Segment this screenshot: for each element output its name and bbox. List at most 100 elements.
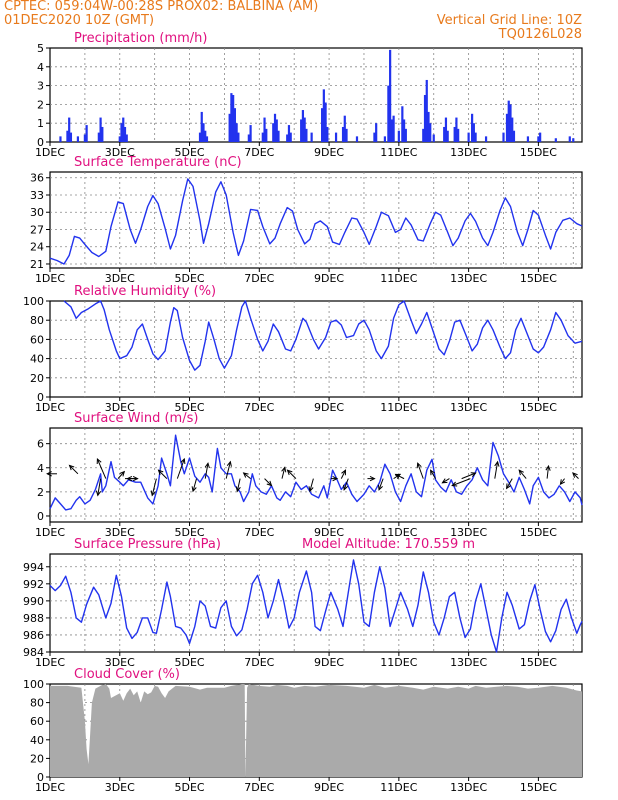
panel-0-bar — [321, 108, 324, 142]
panel-1-line — [49, 178, 583, 265]
panel-2-ytick-label: 60 — [30, 333, 44, 346]
panel-2-ytick-label: 20 — [30, 372, 44, 385]
wind-vector — [340, 469, 346, 479]
panel-1-xtick-label: 11DEC — [380, 272, 417, 285]
panel-0-bar — [83, 134, 86, 142]
wind-vector — [451, 478, 471, 487]
wind-vector-head — [204, 462, 210, 469]
wind-vector — [572, 472, 579, 479]
panel-0-bar — [265, 128, 268, 142]
wind-vector-head — [281, 466, 287, 473]
wind-vector-head — [451, 481, 458, 487]
panel-1-ytick-label: 27 — [30, 223, 44, 236]
panel-3-xtick-label: 7DEC — [244, 526, 274, 539]
wind-vector — [518, 469, 527, 479]
panel-0-bar — [310, 132, 313, 142]
panel-0-bar — [118, 136, 121, 142]
panel-0-bar — [305, 128, 308, 142]
panel-0-title: Precipitation (mm/h) — [74, 31, 207, 46]
panel-2-xtick-label: 7DEC — [244, 401, 274, 414]
wind-vector-head — [378, 484, 383, 491]
panel-0-bar — [375, 123, 378, 142]
header: CPTEC: 059:04W-00:28S PROX02: BALBINA (A… — [0, 0, 618, 48]
panel-0-bar — [99, 117, 102, 142]
panel-3-frame — [49, 427, 583, 523]
panel-0-bar — [397, 130, 400, 142]
wind-vector-head — [545, 464, 551, 471]
wind-vector — [97, 478, 102, 496]
panel-0-bar — [230, 93, 233, 142]
wind-vector — [281, 467, 286, 479]
panel-0-bar — [322, 89, 325, 142]
panel-0-bar — [228, 113, 231, 142]
wind-vector-head — [341, 469, 347, 476]
panel-0-bar — [247, 134, 250, 142]
panel-5-ytick-label: 20 — [30, 752, 44, 765]
wind-vector-head — [308, 486, 314, 493]
panel-0-bar — [474, 132, 477, 142]
wind-vector-head — [416, 462, 422, 469]
panel-0-bar — [443, 126, 446, 142]
panel-0-bar — [554, 138, 557, 142]
panel-0-frame — [49, 47, 583, 143]
panel-4-xtick-label: 13DEC — [450, 656, 487, 669]
panel-2-xtick-label: 9DEC — [314, 401, 344, 414]
panel-0-bar — [457, 128, 460, 142]
panel-4-xtick-label: 5DEC — [174, 656, 204, 669]
panel-0-bar — [455, 117, 458, 142]
panel-3-ytick-label: 6 — [37, 438, 44, 451]
wind-vector — [243, 472, 251, 480]
panel-1-xtick-label: 13DEC — [450, 272, 487, 285]
panel-4-xtick-label: 9DEC — [314, 656, 344, 669]
panel-0-bar — [300, 119, 303, 142]
wind-vector — [117, 471, 125, 479]
panel-5-ytick-label: 40 — [30, 734, 44, 747]
panel-0-bar — [232, 95, 235, 142]
panel-4-ytick-label: 992 — [23, 578, 44, 591]
wind-vector-head — [96, 457, 102, 465]
panel-4-ytick-label: 986 — [23, 629, 44, 642]
panel-0-bar — [69, 132, 73, 142]
panel-0-bar — [387, 85, 390, 142]
wind-vector-head — [518, 469, 524, 476]
header-grid-note: Vertical Grid Line: 10Z — [436, 13, 582, 28]
panel-5-ytick-label: 0 — [37, 771, 44, 784]
wind-vector-head — [559, 479, 566, 486]
panel-4-xtick-label: 11DEC — [380, 656, 417, 669]
panel-0-ytick-label: 0 — [37, 136, 44, 149]
panel-4-title: Surface Pressure (hPa) — [74, 537, 221, 552]
panel-5-ytick-label: 80 — [30, 697, 44, 710]
panel-3-xtick-label: 9DEC — [314, 526, 344, 539]
panel-0-bar — [389, 49, 392, 142]
panel-0-bar — [120, 123, 123, 142]
wind-vector-head — [157, 469, 164, 476]
panel-0-bar — [123, 126, 127, 142]
wind-vector-head — [226, 460, 232, 467]
panel-0-bar — [324, 102, 327, 142]
panel-0-bar — [355, 136, 359, 142]
panel-5-title: Cloud Cover (%) — [74, 667, 180, 682]
wind-vector — [69, 465, 79, 475]
panel-0-bar — [484, 136, 488, 142]
panel-0-bar — [200, 111, 203, 142]
panel-0-bar — [202, 123, 205, 142]
panel-0-bar — [205, 136, 209, 142]
wind-vector — [546, 465, 550, 479]
panel-5-xtick-label: 1DEC — [35, 781, 65, 794]
wind-vector-head — [369, 475, 376, 482]
panel-1-ytick-label: 21 — [30, 258, 44, 271]
panel-3-xtick-label: 1DEC — [35, 526, 65, 539]
wind-vector — [96, 458, 107, 479]
panel-3-title: Surface Wind (m/s) — [74, 411, 198, 426]
panel-1-xtick-label: 7DEC — [244, 272, 274, 285]
panel-0-bar — [343, 115, 346, 142]
wind-vector — [151, 478, 157, 496]
panel-0-xtick-label: 7DEC — [244, 146, 274, 159]
panel-0-bar — [198, 132, 202, 142]
panel-0-bar — [289, 132, 292, 142]
panel-0-ytick-label: 5 — [37, 42, 44, 55]
wind-vector-head — [572, 472, 578, 478]
panel-0-xtick-label: 15DEC — [520, 146, 557, 159]
wind-vector — [417, 463, 424, 479]
wind-vector-head — [126, 475, 133, 482]
